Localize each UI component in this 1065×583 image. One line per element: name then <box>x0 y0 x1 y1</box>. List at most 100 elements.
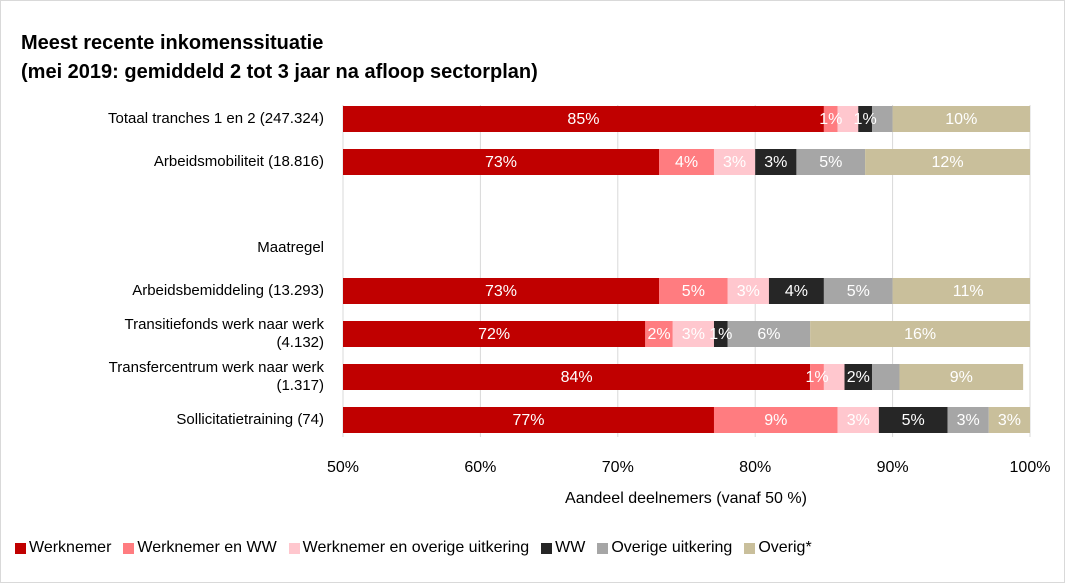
legend-item: Overige uitkering <box>597 539 732 557</box>
data-label: 72% <box>478 326 510 343</box>
x-tick-label: 60% <box>464 459 496 476</box>
x-axis-title: Aandeel deelnemers (vanaf 50 %) <box>565 490 807 507</box>
data-label: 11% <box>953 283 984 300</box>
bar-segment <box>645 321 673 347</box>
y-tick-label: Totaal tranches 1 en 2 (247.324) <box>108 110 324 127</box>
bar-segment <box>713 149 756 175</box>
data-label: 84% <box>561 369 593 386</box>
legend-item: Werknemer en overige uitkering <box>288 539 530 557</box>
bar-segment <box>947 407 989 433</box>
data-label: 4% <box>785 283 808 300</box>
data-label: 3% <box>957 412 980 429</box>
legend-swatch <box>597 542 609 554</box>
x-tick-label: 70% <box>602 459 634 476</box>
bar-segment <box>871 364 900 390</box>
chart-title: Meest recente inkomenssituatie <box>21 32 324 54</box>
y-tick-label: Arbeidsbemiddeling (13.293) <box>132 282 324 299</box>
bar-segment <box>988 407 1030 433</box>
bar-segment <box>343 149 660 175</box>
data-label: 77% <box>512 412 544 429</box>
legend-item: Werknemer en WW <box>123 539 277 557</box>
data-label: 2% <box>847 369 870 386</box>
bar-segment <box>343 278 660 304</box>
data-label: 9% <box>950 369 973 386</box>
data-label: 5% <box>682 283 705 300</box>
bar-segment <box>343 407 714 433</box>
legend-label: Werknemer <box>29 539 112 556</box>
legend-swatch <box>288 542 300 554</box>
data-label: 12% <box>932 154 964 171</box>
chart-subtitle: (mei 2019: gemiddeld 2 tot 3 jaar na afl… <box>21 61 538 83</box>
data-label: 3% <box>847 412 870 429</box>
data-label: 1% <box>819 111 842 128</box>
data-label: 6% <box>757 326 780 343</box>
data-label: 3% <box>682 326 705 343</box>
data-label: 4% <box>675 154 698 171</box>
bar-segment <box>892 106 1030 132</box>
data-label: 10% <box>945 111 977 128</box>
legend-swatch <box>744 542 756 554</box>
bar-segment <box>727 321 811 347</box>
bar-segment <box>892 278 1030 304</box>
bar-segment <box>659 278 728 304</box>
bar-segment <box>768 278 824 304</box>
data-label: 3% <box>998 412 1021 429</box>
data-label: 3% <box>723 154 746 171</box>
x-tick-label: 80% <box>739 459 771 476</box>
bar-segment <box>871 106 893 132</box>
bar-segment <box>837 407 879 433</box>
bar-segment <box>755 149 797 175</box>
x-tick-label: 90% <box>877 459 909 476</box>
x-tick-label: 100% <box>1010 459 1051 476</box>
y-tick-label: Transfercentrum werk naar werk (1.317) <box>108 359 324 394</box>
legend-item: WW <box>541 539 585 557</box>
legend-item: Werknemer <box>15 539 111 557</box>
bar-segment <box>713 407 838 433</box>
data-label: 2% <box>647 326 670 343</box>
bar-segment <box>837 106 859 132</box>
legend-item: Overig* <box>744 539 812 557</box>
legend-label: WW <box>555 539 586 556</box>
legend-swatch <box>123 542 135 554</box>
title-block: Meest recente inkomenssituatie (mei 2019:… <box>21 29 538 87</box>
bar-segment <box>899 364 1024 390</box>
data-label: 9% <box>764 412 787 429</box>
y-tick-label: Sollicitatietraining (74) <box>176 411 324 428</box>
y-tick-label: Transitiefonds werk naar werk (4.132) <box>124 316 324 351</box>
bar-segment <box>343 106 824 132</box>
bar-segment <box>810 364 824 390</box>
legend-label: Overige uitkering <box>611 539 733 556</box>
legend-label: Werknemer en overige uitkering <box>302 539 530 556</box>
bar-segment <box>844 364 872 390</box>
data-label: 16% <box>904 326 936 343</box>
legend-swatch <box>15 542 26 554</box>
data-label: 1% <box>854 111 877 128</box>
legend: Werknemer Werknemer en WW Werknemer en ove… <box>15 539 812 557</box>
y-tick-label: Maatregel <box>257 239 324 256</box>
bar-segment <box>878 407 948 433</box>
legend-label: Overig* <box>758 539 812 556</box>
x-tick-label: 50% <box>327 459 359 476</box>
data-label: 73% <box>485 154 517 171</box>
bar-segment <box>659 149 714 175</box>
bar-segment <box>672 321 714 347</box>
data-label: 1% <box>709 326 732 343</box>
data-label: 5% <box>847 283 870 300</box>
bar-segment <box>796 149 866 175</box>
data-label: 3% <box>737 283 760 300</box>
legend-label: Werknemer en WW <box>137 539 277 556</box>
bar-segment <box>858 106 872 132</box>
data-label: 85% <box>567 111 599 128</box>
bar-segment <box>713 321 728 347</box>
data-label: 5% <box>902 412 925 429</box>
bar-segment <box>823 106 838 132</box>
legend-swatch <box>541 542 553 554</box>
bar-segment <box>823 364 845 390</box>
bar-segment <box>865 149 1030 175</box>
bar-segment <box>727 278 769 304</box>
bar-segment <box>343 364 811 390</box>
y-tick-label: Arbeidsmobiliteit (18.816) <box>153 153 324 170</box>
bar-segment <box>810 321 1030 347</box>
